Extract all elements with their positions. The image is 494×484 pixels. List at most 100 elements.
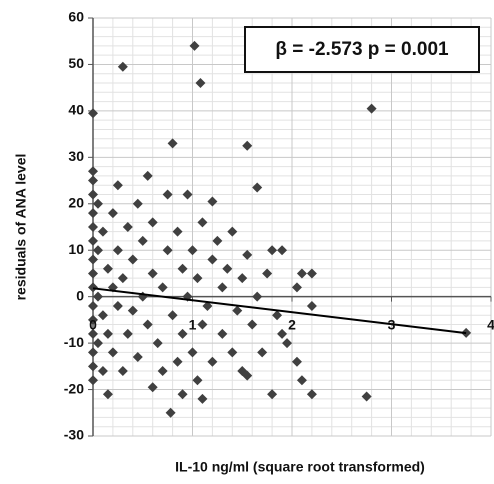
point (157, 365, 168, 376)
point (187, 245, 198, 256)
y-tick-label: 0 (76, 287, 84, 303)
point (306, 389, 317, 400)
point (88, 208, 98, 219)
annotation: β = -2.573 p = 0.001 (275, 39, 449, 60)
point (88, 166, 98, 177)
point (195, 78, 206, 89)
y-tick-label: 30 (68, 148, 84, 164)
point (88, 314, 98, 325)
point (277, 245, 288, 256)
point (132, 198, 143, 209)
point (296, 375, 307, 386)
point (267, 389, 278, 400)
point (112, 245, 123, 256)
point (207, 196, 218, 207)
point (88, 189, 98, 200)
point (117, 365, 128, 376)
point (202, 300, 213, 311)
point (197, 217, 208, 228)
point (122, 222, 133, 232)
y-tick-label: -30 (64, 427, 84, 443)
point (291, 356, 302, 367)
point (88, 361, 98, 372)
point (189, 40, 200, 51)
point (177, 263, 188, 274)
point (127, 254, 138, 265)
point (177, 328, 188, 339)
point (88, 222, 98, 232)
point (192, 375, 203, 386)
point (127, 305, 138, 316)
point (197, 319, 208, 330)
point (97, 365, 108, 376)
point (147, 382, 158, 393)
point (291, 282, 302, 293)
point (88, 300, 98, 311)
y-tick-label: 20 (68, 194, 84, 210)
point (132, 352, 143, 363)
y-tick-label: 50 (68, 55, 84, 71)
point (262, 268, 273, 279)
point (242, 370, 253, 381)
point (112, 300, 123, 311)
point (361, 391, 372, 402)
point (177, 389, 188, 400)
point (167, 310, 178, 321)
point (88, 108, 98, 119)
x-tick-label: 4 (487, 316, 494, 332)
point (142, 170, 153, 181)
point (117, 273, 128, 284)
point (306, 300, 317, 311)
point (157, 282, 168, 293)
point (165, 407, 176, 418)
point (227, 226, 238, 237)
point (212, 235, 223, 246)
point (88, 235, 98, 246)
point (252, 182, 263, 193)
point (102, 328, 113, 339)
point (88, 254, 98, 265)
x-axis-label: IL-10 ng/ml (square root transformed) (175, 459, 425, 475)
point (172, 356, 183, 367)
point (257, 347, 268, 358)
point (147, 268, 158, 279)
point (222, 263, 233, 274)
point (92, 245, 103, 256)
point (272, 310, 283, 321)
point (92, 291, 103, 302)
point (217, 328, 228, 339)
point (277, 328, 288, 339)
point (107, 347, 118, 358)
point (88, 282, 98, 293)
annotation-box (244, 26, 480, 73)
point (97, 226, 108, 237)
point (242, 140, 253, 151)
point (267, 245, 278, 256)
point (172, 226, 183, 237)
x-tick-label: 2 (288, 316, 296, 332)
x-tick-label: 0 (89, 316, 97, 332)
point (187, 347, 198, 358)
point (306, 268, 317, 279)
point (162, 245, 173, 256)
trendline (92, 287, 467, 335)
point (247, 319, 258, 330)
y-tick-label: 60 (68, 9, 84, 25)
point (237, 273, 248, 284)
point (112, 180, 123, 191)
point (217, 282, 228, 293)
point (137, 235, 148, 246)
point (122, 328, 133, 339)
y-tick-label: -10 (64, 334, 84, 350)
y-tick-label: 40 (68, 102, 84, 118)
point (152, 338, 163, 349)
point (97, 310, 108, 321)
point (147, 217, 158, 228)
point (88, 328, 98, 339)
point (88, 175, 98, 186)
point (102, 389, 113, 400)
point (107, 208, 118, 219)
y-tick-label: 10 (68, 241, 84, 257)
point (167, 138, 178, 149)
